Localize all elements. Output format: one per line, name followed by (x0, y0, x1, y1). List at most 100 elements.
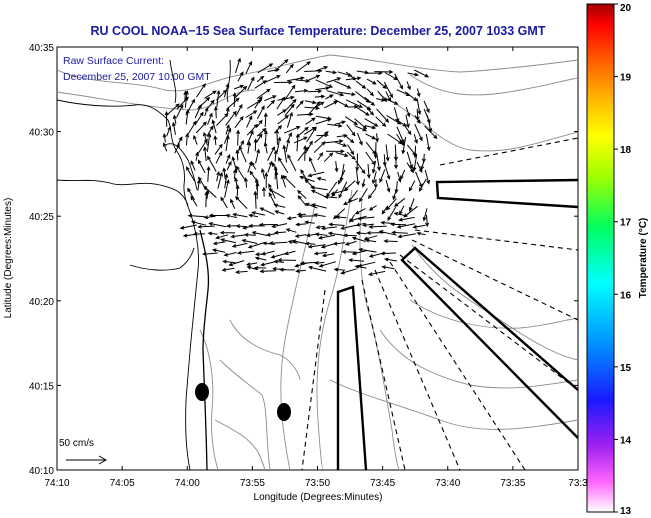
current-vector-arrow (361, 178, 366, 188)
current-vector-arrow (299, 175, 315, 183)
current-vector-arrow (376, 152, 381, 172)
current-vector-arrow (367, 270, 386, 276)
current-vector-arrow (313, 141, 326, 154)
current-timestamp: December 25, 2007 10:00 GMT (63, 71, 211, 83)
current-vector-arrow (215, 151, 223, 164)
current-vector-arrow (264, 95, 277, 102)
current-vector-arrow (283, 126, 301, 134)
current-vector-arrow (273, 149, 278, 162)
current-vector-arrow (314, 260, 325, 265)
current-vector-arrow (268, 188, 285, 199)
radar-station-marker (195, 383, 209, 401)
current-vector-arrow (320, 226, 337, 231)
current-vector-arrow (294, 88, 309, 93)
current-vector-arrow (194, 103, 202, 119)
current-vector-arrow (408, 180, 416, 192)
current-vector-arrow (225, 214, 237, 219)
current-vector-arrow (334, 141, 348, 147)
current-vector-arrow (220, 196, 228, 209)
current-vector-arrow (414, 115, 421, 125)
current-vector-arrow (304, 202, 318, 209)
current-vector-arrow (273, 230, 287, 235)
current-vector-arrow (412, 224, 426, 229)
current-vector-arrow (374, 69, 394, 74)
current-vector-arrow (206, 165, 211, 182)
current-vector-arrow (413, 133, 418, 144)
current-vector-arrow (208, 213, 228, 218)
current-vector-arrow (284, 84, 296, 101)
current-vector-arrow (203, 215, 216, 220)
current-vector-arrow (225, 134, 230, 152)
current-vector-arrow (231, 156, 238, 173)
current-vector-arrow (364, 238, 377, 243)
current-vector-arrow (285, 98, 297, 111)
current-vector-arrow (366, 78, 377, 85)
current-vector-arrow (297, 189, 307, 199)
current-vector-arrow (277, 258, 296, 263)
current-vector-arrow (423, 100, 430, 114)
temperature-colorbar (586, 3, 615, 513)
current-vector-arrow (234, 84, 245, 90)
current-vector-arrow (385, 179, 391, 193)
current-vector-arrow (247, 76, 255, 91)
current-vector-arrow (355, 222, 366, 227)
current-vector-arrow (313, 251, 328, 256)
current-vector-arrow (299, 261, 318, 266)
current-vector-arrow (296, 126, 309, 138)
current-vector-arrow (202, 251, 218, 256)
current-vector-arrow (394, 181, 399, 194)
current-vector-arrow (293, 136, 308, 144)
current-vector-arrow (354, 264, 367, 269)
current-vector-arrow (216, 170, 221, 182)
current-vector-arrow (295, 222, 307, 227)
current-vector-arrow (414, 69, 430, 78)
current-vector-arrow (256, 105, 265, 120)
current-vector-arrow (208, 222, 227, 228)
x-tick-label: 74:10 (44, 478, 69, 489)
colorbar-tick-label: 16 (620, 290, 632, 301)
current-vector-arrow (373, 178, 378, 189)
current-vector-arrow (222, 259, 236, 264)
current-vector-arrow (305, 233, 317, 238)
current-vector-arrow (237, 71, 244, 82)
current-vector-arrow (183, 90, 188, 101)
current-vector-arrow (404, 91, 418, 102)
current-vector-arrow (254, 95, 263, 109)
current-vector-arrow (315, 225, 325, 230)
current-vector-arrow (256, 127, 267, 137)
current-vector-arrow (345, 76, 362, 81)
colorbar-tick-label: 20 (620, 3, 632, 14)
current-vector-arrow (367, 187, 377, 200)
current-vector-arrow (403, 205, 418, 218)
current-vector-arrow (383, 162, 391, 180)
current-vector-arrow (225, 123, 230, 135)
current-vector-arrow (259, 269, 276, 274)
current-vector-arrow (246, 115, 253, 128)
current-vector-arrow (337, 91, 356, 97)
current-vector-arrow (277, 114, 290, 125)
colorbar-tick-label: 18 (620, 145, 632, 156)
current-vector-arrow (255, 181, 260, 200)
current-vector-arrow (225, 110, 237, 126)
current-vector-arrow (354, 208, 366, 215)
current-vector-arrow (254, 80, 267, 89)
current-vector-arrow (297, 214, 317, 219)
colorbar-tick-label: 15 (620, 363, 632, 374)
colorbar-ticks: 20 19 18 17 16 15 14 13 (614, 3, 632, 517)
current-vector-arrow (276, 136, 282, 153)
current-vector-arrow (395, 118, 407, 127)
current-vector-arrow (314, 131, 329, 144)
scale-bar-label: 50 cm/s (59, 438, 94, 449)
current-vector-arrow (283, 250, 296, 256)
current-vector-arrow (424, 125, 438, 139)
current-vector-arrow (190, 160, 196, 171)
current-vector-arrow (323, 152, 334, 163)
current-vector-arrow (295, 133, 300, 152)
current-vector-arrow (307, 265, 327, 272)
current-vector-arrow (247, 241, 266, 249)
current-vector-arrow (422, 208, 428, 222)
current-vector-arrow (257, 63, 274, 74)
current-vector-arrow (383, 257, 398, 262)
current-vector-arrow (366, 107, 375, 116)
current-vector-arrow (334, 80, 352, 89)
